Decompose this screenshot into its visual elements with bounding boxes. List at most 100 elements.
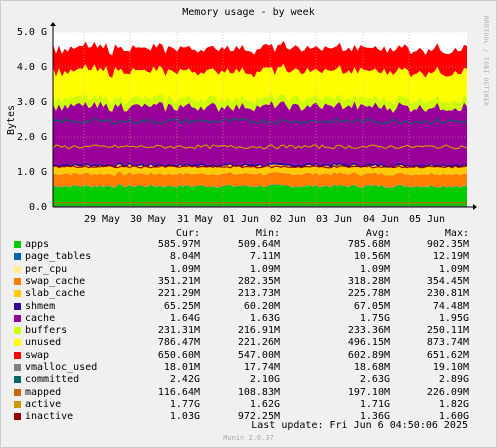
legend-item: swap_cache 351.21M 282.35M 318.28M 354.45M [14, 276, 494, 288]
x-tick-label: 05 Jun [409, 214, 445, 225]
x-tick-label: 02 Jun [270, 214, 306, 225]
y-tick-label: 5.0 G [17, 27, 47, 38]
area-cache [53, 101, 467, 166]
legend-value-cur: 221.29M [157, 288, 200, 300]
legend-swatch [14, 413, 21, 421]
legend-value-max: 651.62M [426, 349, 469, 361]
legend-value-avg: 496.15M [347, 337, 390, 349]
legend-value-avg: 233.36M [347, 325, 390, 337]
legend-series-name: buffers [25, 325, 68, 337]
y-axis-label: Bytes [6, 105, 17, 135]
legend-item: vmalloc_used 18.01M 17.74M 18.68M 19.10M [14, 362, 494, 374]
legend-value-min: 1.63G [249, 312, 280, 324]
legend-series-name: slab_cache [25, 288, 86, 300]
legend-swatch [14, 241, 21, 248]
legend-value-max: 226.09M [426, 386, 469, 398]
x-tick-label: 01 Jun [223, 214, 259, 225]
legend-item: committed 2.42G 2.10G 2.63G 2.89G [14, 374, 494, 386]
legend-value-avg: 197.10M [347, 386, 390, 398]
legend-value-min: 221.26M [237, 337, 280, 349]
col-header-cur: Cur: [175, 228, 200, 239]
legend-value-max: 12.19M [432, 251, 469, 263]
col-header-avg: Avg: [365, 228, 390, 239]
legend-value-avg: 1.36G [359, 411, 390, 423]
legend-value-cur: 585.97M [157, 239, 200, 250]
legend-value-avg: 225.78M [347, 288, 390, 300]
area-swap-cache [53, 171, 467, 188]
legend-swatch [14, 290, 21, 298]
line-committed [52, 117, 468, 125]
area-per-cpu [53, 184, 467, 188]
legend-value-cur: 116.64M [157, 386, 200, 398]
legend-swatch [14, 376, 21, 384]
legend-value-cur: 65.25M [163, 300, 200, 312]
legend-value-min: 972.25M [237, 411, 280, 423]
legend-value-max: 1.82G [438, 398, 469, 410]
legend-item: per_cpu 1.09M 1.09M 1.09M 1.09M [14, 264, 494, 276]
legend-item: swap 650.60M 547.00M 602.89M 651.62M [14, 350, 494, 362]
legend-value-max: 1.60G [438, 411, 469, 423]
x-tick-label: 31 May [177, 214, 213, 225]
legend-value-cur: 1.03G [169, 411, 200, 423]
legend-series-name: cache [25, 312, 56, 324]
line-inactive [52, 164, 468, 169]
legend-value-cur: 1.09M [169, 263, 200, 275]
legend-swatch [14, 388, 21, 396]
munin-version: Munin 2.0.37 [223, 434, 274, 442]
legend-value-max: 354.45M [426, 275, 469, 287]
legend-value-min: 213.73M [237, 288, 280, 300]
legend-series-name: page_tables [25, 251, 92, 263]
legend-value-max: 230.81M [426, 288, 469, 300]
legend-value-min: 7.11M [249, 251, 280, 263]
legend-value-avg: 18.68M [353, 362, 390, 373]
y-tick-label: 3.0 G [17, 97, 47, 108]
x-axis-arrow [473, 204, 477, 210]
legend-value-min: 1.62G [249, 398, 280, 410]
area-buffers [53, 92, 467, 113]
legend-value-cur: 786.47M [157, 337, 200, 349]
legend-value-max: 19.10M [432, 362, 469, 373]
col-header-min: Min: [255, 228, 280, 239]
legend-series-name: swap [25, 349, 50, 361]
legend-swatch [14, 351, 21, 359]
legend-value-max: 2.89G [438, 374, 469, 386]
legend-series-name: vmalloc_used [25, 362, 98, 373]
legend-value-cur: 18.01M [163, 362, 200, 373]
legend-value-cur: 650.60M [157, 349, 200, 361]
legend-swatch [14, 302, 21, 310]
legend-item: slab_cache 221.29M 213.73M 225.78M 230.81M [14, 288, 494, 300]
legend-item: mapped 116.64M 108.83M 197.10M 226.09M [14, 387, 494, 399]
legend-value-max: 250.11M [426, 325, 469, 337]
legend-value-avg: 785.68M [347, 239, 390, 250]
legend-item: page_tables 8.04M 7.11M 10.56M 12.19M [14, 251, 494, 263]
legend-value-cur: 231.31M [157, 325, 200, 337]
legend-value-min: 60.20M [243, 300, 280, 312]
legend-series-name: mapped [25, 386, 62, 398]
legend-value-cur: 1.77G [169, 398, 200, 410]
legend-series-name: swap_cache [25, 275, 86, 287]
legend-series-name: per_cpu [25, 263, 68, 275]
y-tick-label: 4.0 G [17, 62, 47, 73]
x-tick-label: 29 May [84, 214, 120, 225]
y-tick-label: 0.0 [29, 202, 47, 213]
legend-value-min: 108.83M [237, 386, 280, 398]
legend-value-min: 216.91M [237, 325, 280, 337]
legend-value-cur: 2.42G [169, 374, 200, 386]
legend-item: apps 585.97M 509.64M 785.68M 902.35M [14, 239, 494, 251]
legend-value-min: 509.64M [237, 239, 280, 250]
legend-value-min: 282.35M [237, 275, 280, 287]
legend-swatch [14, 277, 21, 285]
legend-value-cur: 1.64G [169, 312, 200, 324]
legend-value-min: 17.74M [243, 362, 280, 373]
x-tick-label: 30 May [130, 214, 166, 225]
y-tick-label: 1.0 G [17, 167, 47, 178]
area-swap [53, 40, 467, 78]
legend-value-cur: 351.21M [157, 275, 200, 287]
watermark-text: RRDTOOL / TOBI OETIKER [482, 16, 489, 107]
legend-value-avg: 2.63G [359, 374, 390, 386]
legend-swatch [14, 400, 21, 408]
legend-value-min: 547.00M [237, 349, 280, 361]
col-header-max: Max: [444, 228, 469, 239]
y-tick-label: 2.0 G [17, 132, 47, 143]
